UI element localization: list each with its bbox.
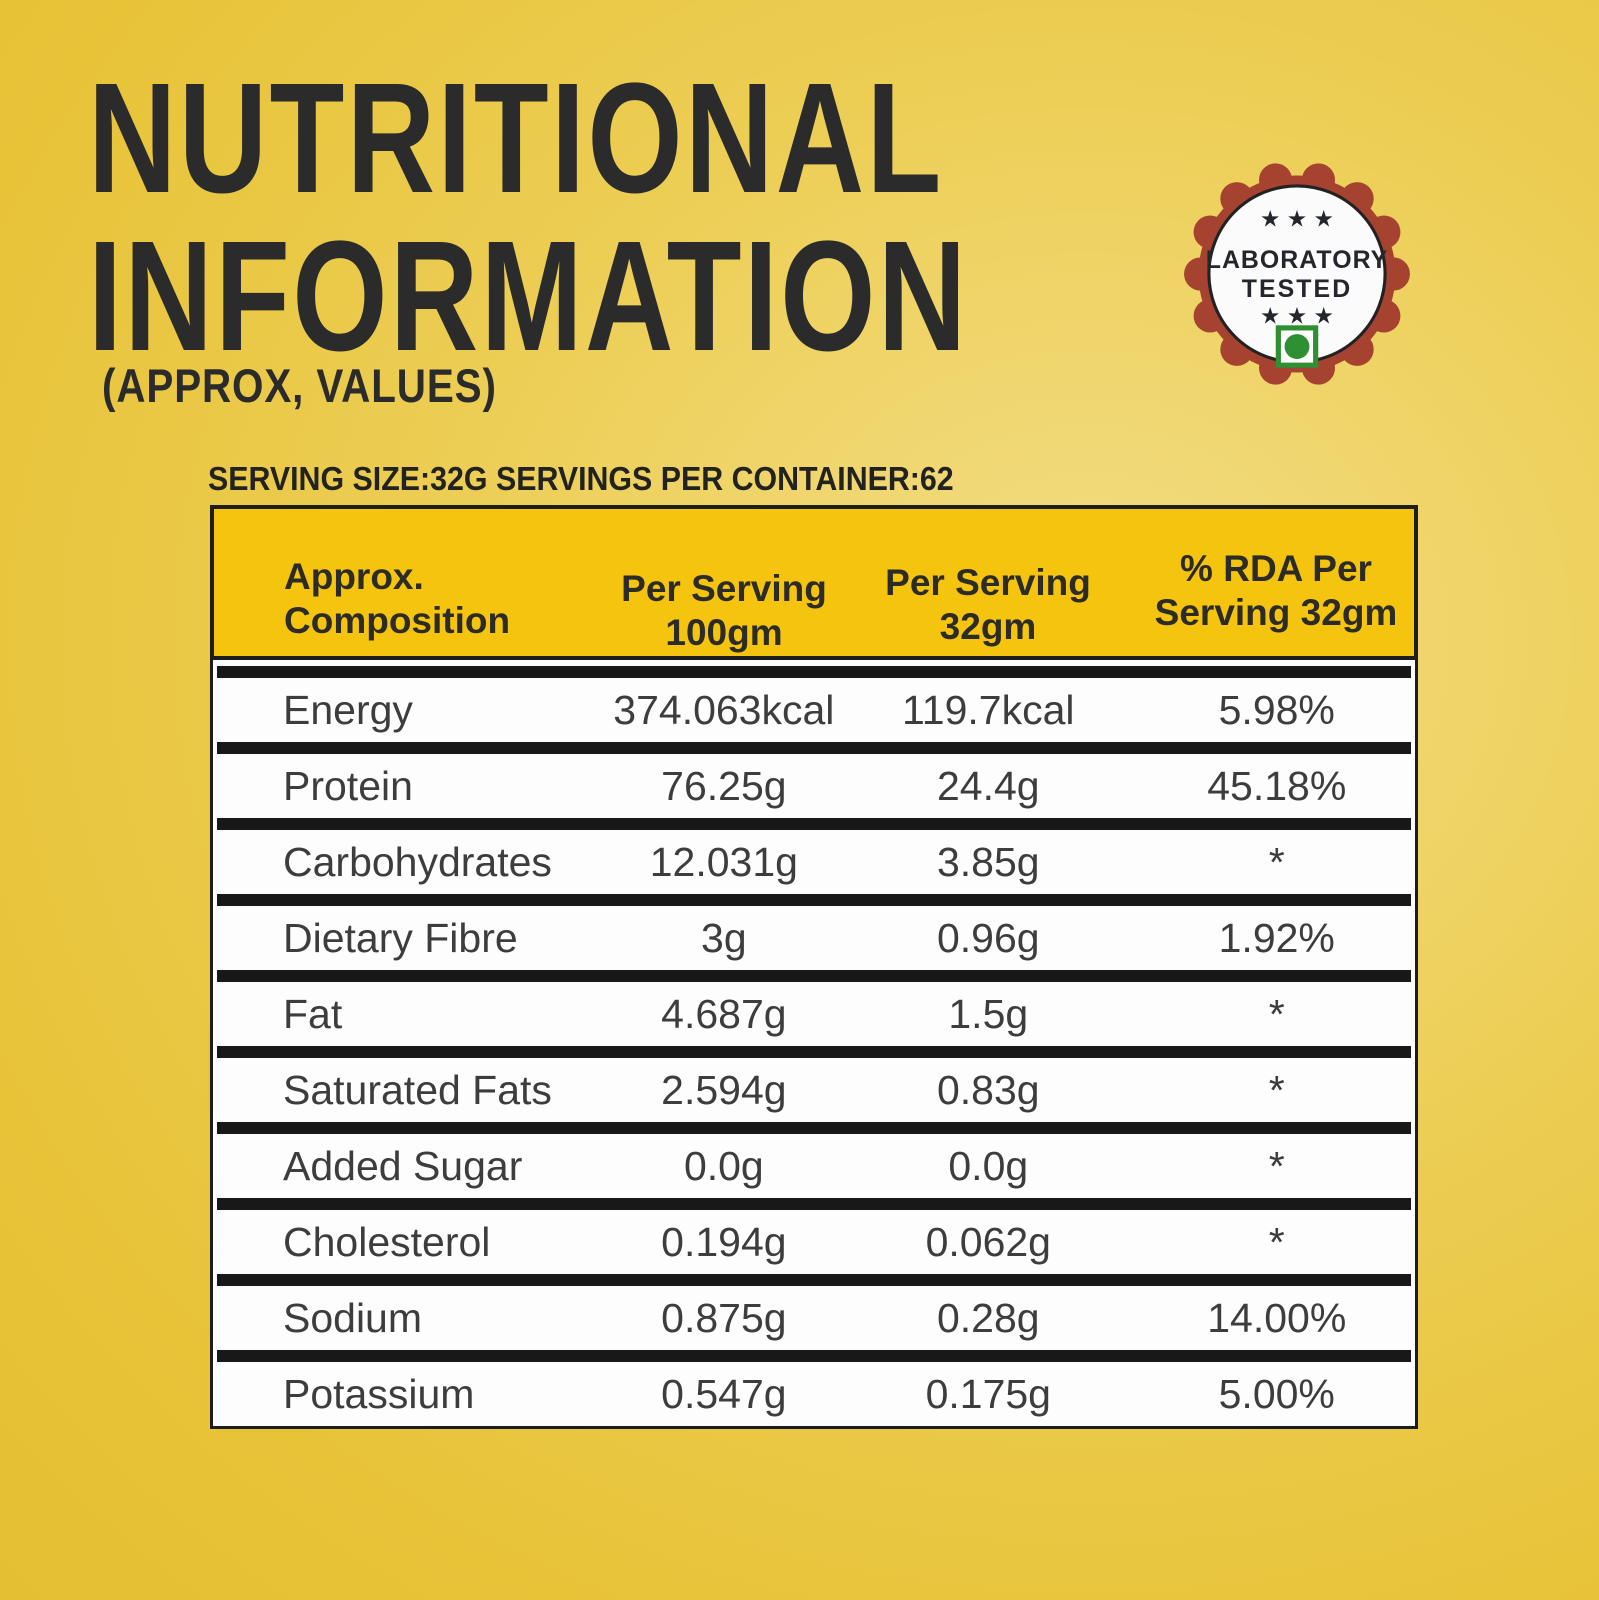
title-line-2: INFORMATION	[88, 209, 969, 384]
laboratory-tested-badge: ★ ★ ★ LABORATORY TESTED ★ ★ ★	[1183, 160, 1411, 388]
table-header-row: Approx. Composition Per Serving 100gm Pe…	[210, 505, 1418, 660]
header-per-serving-100gm: Per Serving 100gm	[621, 568, 827, 653]
row-rda: *	[1268, 990, 1285, 1037]
table-row-cholesterol: Cholesterol 0.194g 0.062g *	[213, 1210, 1415, 1274]
table-row-sodium: Sodium 0.875g 0.28g 14.00%	[213, 1286, 1415, 1350]
row-separator	[217, 742, 1411, 754]
row-per-100gm: 374.063kcal	[613, 686, 835, 733]
row-rda: 45.18%	[1207, 762, 1347, 809]
table-body: Energy 374.063kcal 119.7kcal 5.98% Prote…	[210, 660, 1418, 1429]
table-row-potassium: Potassium 0.547g 0.175g 5.00%	[213, 1362, 1415, 1426]
row-separator	[217, 666, 1411, 678]
row-rda: *	[1268, 1218, 1285, 1265]
row-per-32gm: 0.062g	[925, 1218, 1051, 1265]
page-title: NUTRITIONAL INFORMATION	[88, 60, 969, 376]
row-per-100gm: 0.0g	[683, 1142, 764, 1189]
header-per-serving-32gm: Per Serving 32gm	[885, 562, 1091, 647]
row-label: Carbohydrates	[283, 838, 552, 885]
badge-seal-icon: ★ ★ ★ LABORATORY TESTED ★ ★ ★	[1184, 163, 1410, 385]
row-rda: 5.00%	[1218, 1370, 1335, 1417]
title-line-1: NUTRITIONAL	[88, 51, 944, 226]
row-per-100gm: 12.031g	[649, 838, 798, 885]
table-row-carbohydrates: Carbohydrates 12.031g 3.85g *	[213, 830, 1415, 894]
table-row-saturated-fats: Saturated Fats 2.594g 0.83g *	[213, 1058, 1415, 1122]
row-per-32gm: 0.0g	[948, 1142, 1029, 1189]
row-per-100gm: 76.25g	[661, 762, 787, 809]
row-separator	[217, 1350, 1411, 1362]
row-label: Cholesterol	[283, 1218, 491, 1265]
row-per-32gm: 0.175g	[925, 1370, 1051, 1417]
row-separator	[217, 894, 1411, 906]
row-separator	[217, 818, 1411, 830]
row-per-32gm: 3.85g	[936, 838, 1040, 885]
serving-size-line: SERVING SIZE:32G SERVINGS PER CONTAINER:…	[208, 460, 954, 497]
table-row-added-sugar: Added Sugar 0.0g 0.0g *	[213, 1134, 1415, 1198]
row-per-100gm: 0.547g	[661, 1370, 787, 1417]
row-separator	[217, 1122, 1411, 1134]
row-per-100gm: 2.594g	[661, 1066, 787, 1113]
row-rda: 14.00%	[1207, 1294, 1347, 1341]
badge-label-line-2: TESTED	[1242, 275, 1353, 303]
row-per-32gm: 0.96g	[936, 914, 1040, 961]
row-separator	[217, 1198, 1411, 1210]
table-row-energy: Energy 374.063kcal 119.7kcal 5.98%	[213, 678, 1415, 742]
veg-mark-icon	[1275, 325, 1319, 368]
row-per-100gm: 0.194g	[661, 1218, 787, 1265]
row-label: Added Sugar	[283, 1142, 523, 1189]
row-rda: 5.98%	[1218, 686, 1335, 733]
row-separator	[217, 1046, 1411, 1058]
row-per-100gm: 0.875g	[661, 1294, 787, 1341]
row-label: Energy	[283, 686, 413, 733]
row-label: Dietary Fibre	[283, 914, 518, 961]
row-separator	[217, 1274, 1411, 1286]
badge-stars-bottom-icon: ★ ★ ★	[1260, 303, 1334, 329]
row-per-32gm: 0.28g	[936, 1294, 1040, 1341]
row-rda: *	[1268, 1066, 1285, 1113]
row-per-32gm: 1.5g	[948, 990, 1029, 1037]
row-per-32gm: 119.7kcal	[902, 686, 1075, 733]
row-per-100gm: 4.687g	[661, 990, 787, 1037]
row-rda: 1.92%	[1218, 914, 1335, 961]
row-per-100gm: 3g	[701, 914, 747, 961]
row-rda: *	[1268, 1142, 1285, 1189]
header-approx-composition: Approx. Composition	[284, 556, 511, 641]
badge-stars-top-icon: ★ ★ ★	[1260, 205, 1334, 231]
row-rda: *	[1268, 838, 1285, 885]
row-label: Potassium	[283, 1370, 475, 1417]
header-rda-per-serving: % RDA Per Serving 32gm	[1154, 548, 1398, 633]
badge-label-line-1: LABORATORY	[1206, 246, 1389, 274]
row-separator	[217, 970, 1411, 982]
row-label: Sodium	[283, 1294, 423, 1341]
nutrition-table: Approx. Composition Per Serving 100gm Pe…	[210, 505, 1418, 1429]
row-label: Fat	[283, 990, 343, 1037]
row-label: Protein	[283, 762, 413, 809]
table-row-protein: Protein 76.25g 24.4g 45.18%	[213, 754, 1415, 818]
title-subtext: (APPROX, VALUES)	[102, 359, 497, 412]
row-label: Saturated Fats	[283, 1066, 552, 1113]
row-per-32gm: 0.83g	[936, 1066, 1040, 1113]
table-row-fat: Fat 4.687g 1.5g *	[213, 982, 1415, 1046]
table-row-dietary-fibre: Dietary Fibre 3g 0.96g 1.92%	[213, 906, 1415, 970]
row-per-32gm: 24.4g	[936, 762, 1040, 809]
